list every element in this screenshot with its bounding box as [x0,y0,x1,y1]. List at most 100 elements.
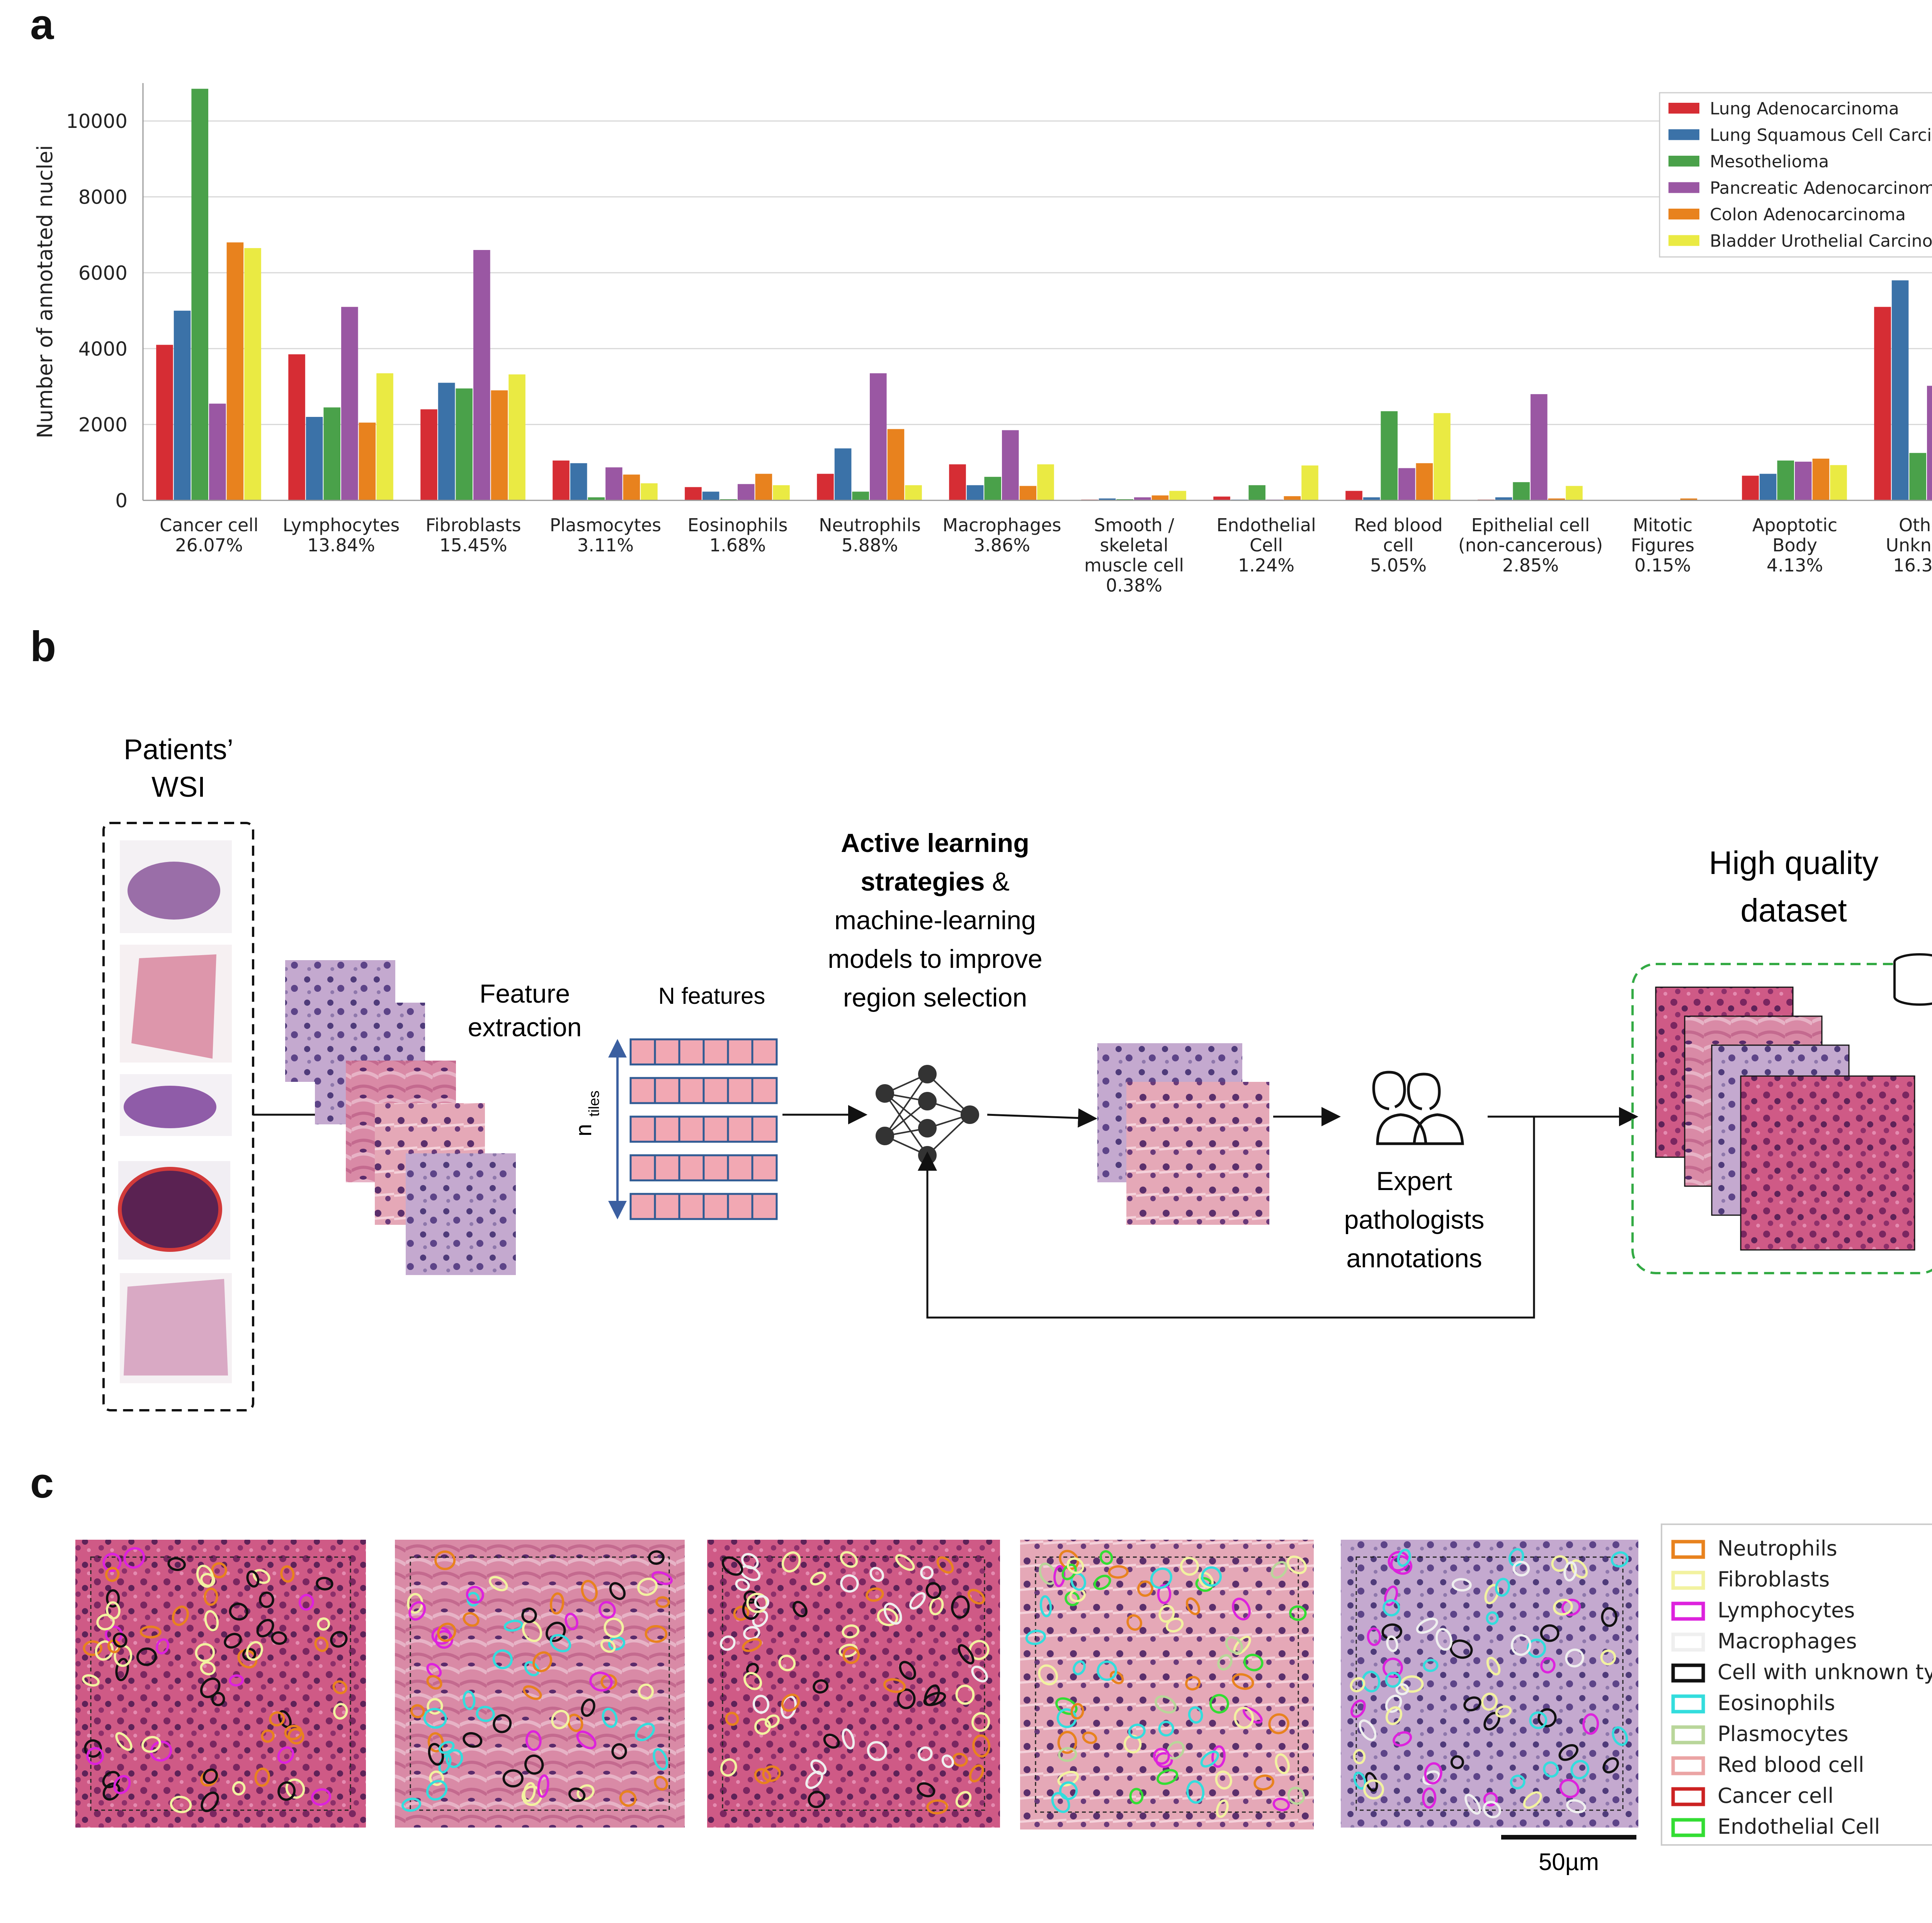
nucleus-outline [155,1638,170,1654]
annotated-tile-image [1341,1540,1638,1828]
bar [905,485,922,500]
bar [1513,482,1530,500]
x-tick-label-line: 15.45% [439,535,507,556]
bar [173,311,191,500]
annotated-tile [75,1540,366,1828]
nucleus-outline [167,1557,186,1571]
legend-swatch [1668,182,1699,193]
bar [1151,495,1169,500]
nucleus-outline [1383,1599,1400,1617]
patients-wsi-title-line2: WSI [151,771,206,803]
nucleus-outline [150,1741,172,1762]
nucleus-outline [720,1758,737,1777]
nucleus-outline [1056,1708,1077,1728]
feature-matrix [629,1038,778,1220]
nucleus-outline [1558,1744,1578,1761]
x-tick-label-line: 0.38% [1106,575,1162,596]
nucleus-outline [957,1644,975,1665]
nucleus-outline [778,1654,796,1671]
nucleus-outline [1082,1731,1097,1744]
bar [1909,453,1926,500]
nucleus-outline [752,1610,768,1627]
nucleus-outline [1481,1692,1498,1711]
y-tick-label: 8000 [78,186,128,209]
nucleus-outline [1602,1757,1619,1773]
x-tick-label-line: 4.13% [1767,555,1823,576]
nucleus-outline [1551,1555,1569,1572]
nucleus-outline [1612,1726,1628,1746]
feature-cell [702,1077,729,1104]
x-tick-label-line: Unknown [1886,535,1932,556]
annotated-tile [1341,1540,1638,1828]
nucleus-outline [525,1730,542,1751]
nucleus-outline [1388,1551,1410,1572]
nucleus-outline [637,1578,658,1596]
nucleus-outline [196,1564,214,1588]
feature-cell [678,1154,705,1182]
nucleus-outline [951,1595,970,1619]
nucleus-outline [1286,1555,1307,1574]
nucleus-outline [917,1782,935,1797]
legend-label: Bladder Urothelial Carcinoma [1710,231,1932,251]
nucleus-outline [1563,1561,1577,1582]
nucleus-outline [971,1665,988,1683]
x-tick-label-line: muscle cell [1084,555,1184,576]
nucleus-outline [746,1593,768,1613]
bar [491,390,508,500]
cell-legend-swatch [1671,1632,1705,1652]
nucleus-outline [463,1732,483,1748]
bar [641,483,658,500]
nucleus-outline [1242,1707,1263,1724]
x-tick-label-line: 0.15% [1634,555,1691,576]
annotated-tile-roi [410,1556,670,1811]
bar [1812,459,1830,500]
nucleus-outline [1382,1658,1403,1678]
nucleus-outline [549,1634,571,1653]
bar [1301,465,1318,500]
nucleus-outline [897,1688,916,1709]
bar [1248,485,1265,500]
active-learning-ampersand: & [985,867,1010,896]
nucleus-outline [1390,1555,1413,1575]
nucleus-outline [608,1636,626,1651]
cell-legend-label: Endothelial Cell [1718,1814,1880,1839]
nucleus-outline [1381,1623,1402,1640]
nucleus-outline [634,1722,655,1741]
nucleus-outline [476,1705,495,1722]
annotated-tile-image [707,1540,1000,1828]
nucleus-outline [577,1784,595,1801]
bar [1927,386,1932,500]
legend-label: Mesothelioma [1710,152,1829,172]
nucleus-outline [1038,1664,1058,1685]
nucleus-outline [1066,1557,1084,1574]
x-tick-label-line: 3.11% [577,535,634,556]
nucleus-outline [651,1571,673,1585]
feature-cell [727,1193,753,1220]
bar [1531,394,1548,500]
nucleus-outline [1512,1561,1530,1577]
nucleus-outline [1188,1706,1203,1724]
x-tick-label-line: Apoptotic [1752,515,1837,536]
annotated-tile [395,1540,685,1828]
nucleus-outline [1216,1799,1229,1818]
feature-extraction-label-2: extraction [468,1013,582,1042]
cell-legend-label: Eosinophils [1718,1691,1835,1715]
wsi-tissue-4 [118,1167,222,1252]
feedback-loop-arrow [918,1117,1535,1319]
feature-cell [629,1154,656,1182]
bar [226,242,244,500]
nucleus-outline [1367,1627,1381,1646]
nucleus-outline [211,1692,225,1706]
nucleus-outline [581,1698,595,1717]
cell-legend-label: Macrophages [1718,1629,1857,1653]
nucleus-outline [1268,1713,1289,1734]
dataset-tile-4 [1740,1075,1915,1251]
bar [1345,491,1362,500]
feature-cell [654,1193,680,1220]
n-features-label: N features [658,983,765,1009]
expert-label-3: annotations [1346,1244,1482,1273]
selected-region-front [1126,1082,1269,1225]
